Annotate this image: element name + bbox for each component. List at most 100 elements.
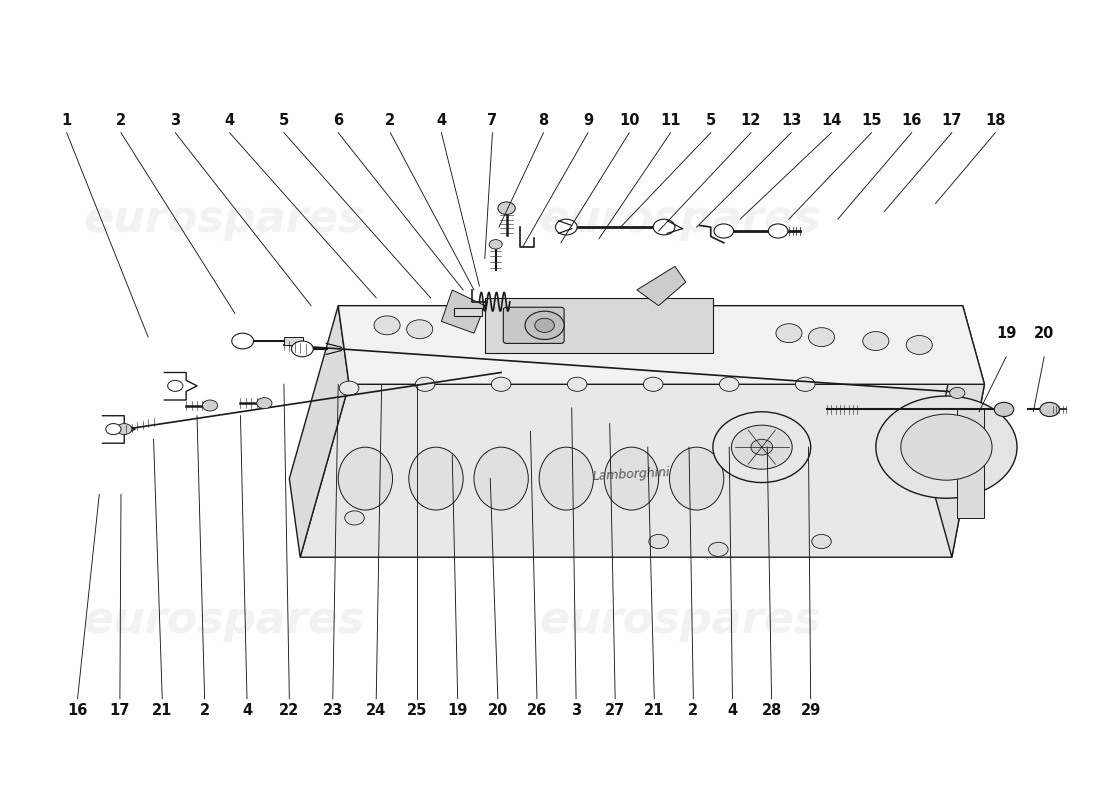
Text: 19: 19 <box>448 703 468 718</box>
Text: 4: 4 <box>224 114 234 129</box>
Ellipse shape <box>604 447 659 510</box>
Text: 17: 17 <box>942 114 962 129</box>
Circle shape <box>649 534 669 549</box>
Text: 2: 2 <box>385 114 395 129</box>
Text: 5: 5 <box>278 114 289 129</box>
Text: 7: 7 <box>487 114 497 129</box>
Circle shape <box>167 380 183 391</box>
Circle shape <box>812 534 832 549</box>
Circle shape <box>994 402 1014 417</box>
Circle shape <box>374 316 400 334</box>
Circle shape <box>117 423 132 434</box>
Circle shape <box>106 423 121 434</box>
Circle shape <box>732 425 792 469</box>
Circle shape <box>1040 402 1059 417</box>
FancyBboxPatch shape <box>957 408 984 518</box>
Text: 14: 14 <box>821 114 842 129</box>
Circle shape <box>776 324 802 342</box>
Text: 2: 2 <box>199 703 210 718</box>
Text: 25: 25 <box>407 703 428 718</box>
Text: 4: 4 <box>242 703 252 718</box>
Text: 4: 4 <box>437 114 447 129</box>
Circle shape <box>768 224 788 238</box>
Text: eurospares: eurospares <box>540 598 821 642</box>
Polygon shape <box>300 384 984 558</box>
Text: eurospares: eurospares <box>84 198 365 241</box>
Text: 20: 20 <box>1034 326 1055 341</box>
Circle shape <box>202 400 218 411</box>
Text: 13: 13 <box>781 114 801 129</box>
Circle shape <box>906 335 933 354</box>
FancyBboxPatch shape <box>504 307 564 343</box>
Text: 9: 9 <box>583 114 593 129</box>
Bar <box>284 337 304 345</box>
Text: Lamborghini: Lamborghini <box>592 466 671 483</box>
Circle shape <box>644 378 663 391</box>
Ellipse shape <box>539 447 593 510</box>
Circle shape <box>568 378 587 391</box>
Ellipse shape <box>338 447 393 510</box>
Text: 2: 2 <box>116 114 127 129</box>
Circle shape <box>292 341 313 357</box>
Text: 17: 17 <box>110 703 130 718</box>
Text: 23: 23 <box>322 703 343 718</box>
Circle shape <box>407 320 432 338</box>
Text: 1: 1 <box>62 114 72 129</box>
Circle shape <box>876 396 1018 498</box>
Circle shape <box>653 219 675 235</box>
Text: 19: 19 <box>996 326 1016 341</box>
Circle shape <box>949 387 965 398</box>
Text: 10: 10 <box>619 114 639 129</box>
Text: 28: 28 <box>761 703 782 718</box>
Text: 4: 4 <box>727 703 737 718</box>
Text: 11: 11 <box>660 114 681 129</box>
Circle shape <box>556 219 578 235</box>
Polygon shape <box>637 266 685 306</box>
Text: 20: 20 <box>487 703 508 718</box>
Text: 26: 26 <box>527 703 547 718</box>
Circle shape <box>808 328 835 346</box>
Circle shape <box>416 378 434 391</box>
Circle shape <box>256 398 272 409</box>
Circle shape <box>713 412 811 482</box>
Circle shape <box>492 378 510 391</box>
Circle shape <box>490 240 503 249</box>
Ellipse shape <box>409 447 463 510</box>
Circle shape <box>498 202 515 214</box>
Text: 16: 16 <box>902 114 922 129</box>
Ellipse shape <box>474 447 528 510</box>
Text: 3: 3 <box>571 703 581 718</box>
Circle shape <box>708 542 728 557</box>
Circle shape <box>344 511 364 525</box>
Text: 21: 21 <box>152 703 173 718</box>
Text: 16: 16 <box>67 703 88 718</box>
Bar <box>454 308 482 316</box>
Polygon shape <box>441 290 485 333</box>
Text: 8: 8 <box>538 114 549 129</box>
Circle shape <box>795 378 815 391</box>
Text: 24: 24 <box>366 703 386 718</box>
Circle shape <box>901 414 992 480</box>
Circle shape <box>862 332 889 350</box>
Text: 2: 2 <box>689 703 698 718</box>
Circle shape <box>751 439 772 455</box>
Text: 6: 6 <box>333 114 343 129</box>
Polygon shape <box>931 306 985 558</box>
Text: 29: 29 <box>801 703 821 718</box>
Polygon shape <box>485 298 713 353</box>
Text: 27: 27 <box>605 703 625 718</box>
Text: 21: 21 <box>645 703 664 718</box>
Text: eurospares: eurospares <box>84 598 365 642</box>
Circle shape <box>535 318 554 332</box>
Circle shape <box>339 381 359 395</box>
Text: 5: 5 <box>705 114 716 129</box>
Circle shape <box>714 224 734 238</box>
Polygon shape <box>289 306 349 558</box>
Text: 18: 18 <box>986 114 1005 129</box>
Text: 3: 3 <box>170 114 180 129</box>
Text: eurospares: eurospares <box>540 198 821 241</box>
Text: 15: 15 <box>861 114 882 129</box>
Circle shape <box>719 378 739 391</box>
Text: 12: 12 <box>740 114 761 129</box>
Circle shape <box>232 333 253 349</box>
